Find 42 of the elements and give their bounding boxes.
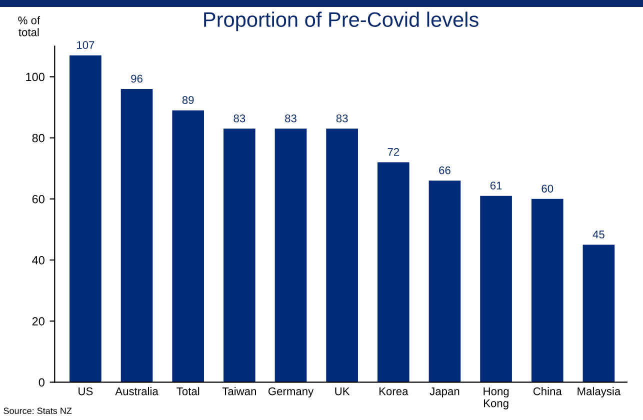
y-tick-label: 0 [38,378,44,387]
bar [274,128,307,382]
x-tick-label: Australia [115,387,158,396]
data-label: 83 [234,114,246,122]
x-tick-label: Hong Kong [484,387,509,410]
source-note: Source: Stats NZ [4,408,72,414]
bar [582,244,615,382]
data-label: 61 [490,182,502,190]
y-tick-label: 100 [26,72,44,82]
data-label: 83 [336,114,348,122]
x-tick-label: Total [176,387,200,396]
bar [224,128,256,382]
chart-title: Proportion of Pre-Covid levels [204,12,478,32]
bar [428,180,461,382]
y-tick-label: 40 [32,256,44,264]
bar [326,128,358,382]
data-label: 83 [285,114,296,122]
x-tick-label: Germany [268,387,314,398]
x-tick-label: US [78,387,93,396]
y-tick-label: 80 [32,134,44,142]
x-tick-label: Japan [430,387,460,398]
bar [531,198,564,382]
y-tick-label: 20 [32,317,44,326]
bar [120,88,153,382]
x-tick-label: China [533,387,562,396]
data-label: 72 [388,148,400,156]
bar [172,110,204,382]
x-tick-label: Korea [379,387,408,396]
bar [377,162,410,382]
data-label: 89 [182,96,194,104]
y-axis-title: % of total [18,16,40,36]
data-label: 60 [542,184,554,193]
bar [480,196,512,382]
data-label: 107 [77,41,94,49]
bar [70,55,102,382]
x-tick-label: UK [335,387,350,396]
x-tick-label: Malaysia [578,387,621,398]
x-tick-label: Taiwan [222,387,256,396]
y-tick-label: 60 [32,194,44,204]
data-label: 45 [592,230,604,238]
data-label: 96 [131,74,142,83]
data-label: 66 [439,166,450,174]
